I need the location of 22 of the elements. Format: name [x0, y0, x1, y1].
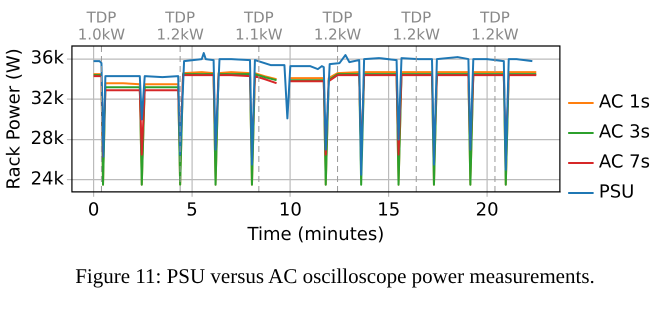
legend-label: AC 7s	[598, 152, 650, 173]
x-tick-label: 10	[278, 199, 302, 220]
y-axis-title: Rack Power (W)	[3, 48, 24, 190]
ref-line-label: TDP 1.2kW	[156, 8, 204, 44]
x-tick-label: 0	[88, 199, 100, 220]
legend-label: AC 3s	[598, 122, 650, 143]
x-tick-label: 5	[186, 199, 198, 220]
caption: Figure 11: PSU versus AC oscilloscope power measurements.	[74, 264, 596, 289]
y-tick-label: 36k	[30, 48, 65, 69]
y-tick-label: 28k	[30, 128, 65, 150]
legend-label: AC 1s	[598, 92, 650, 113]
y-tick-label: 32k	[30, 88, 65, 109]
y-tick-label: 24k	[30, 168, 65, 190]
ref-line-label: TDP 1.2kW	[392, 8, 440, 44]
x-tick-label: 15	[377, 199, 400, 220]
ref-line-label: TDP 1.1kW	[235, 8, 283, 44]
ref-line-label: TDP 1.0kW	[78, 8, 126, 44]
x-axis-title: Time (minutes)	[246, 224, 384, 245]
ref-line-label: TDP 1.2kW	[314, 8, 362, 44]
x-tick-label: 20	[476, 199, 499, 220]
ref-line-label: TDP 1.2kW	[471, 8, 519, 44]
legend-label: PSU	[598, 182, 634, 203]
